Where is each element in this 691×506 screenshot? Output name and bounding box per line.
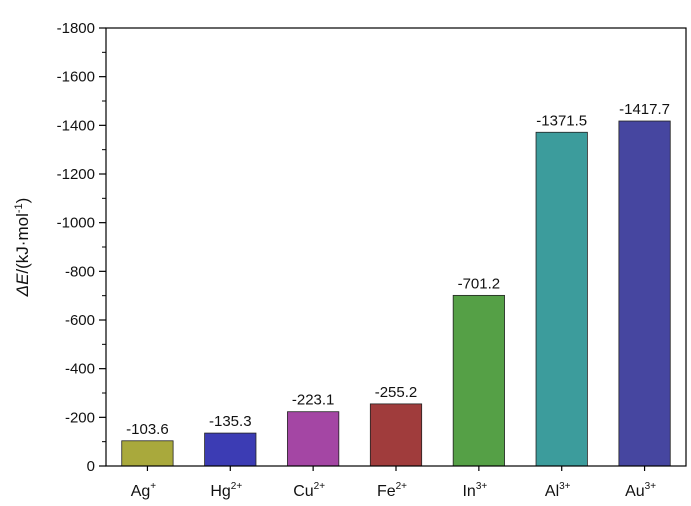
bar — [287, 411, 340, 467]
x-axis-category-labels: Ag+ Hg2+ Cu2+ Fe2+ In3+ Al3+ Au3+ — [131, 466, 656, 500]
x-category-label: Fe2+ — [377, 481, 407, 500]
bars — [121, 120, 671, 467]
y-tick-label: 0 — [87, 458, 95, 475]
y-tick-label: -600 — [65, 312, 95, 329]
bar-value-labels: -103.6 -135.3 -223.1 -255.2 -701.2 -1371.5 -14… — [126, 101, 670, 438]
bar — [452, 294, 505, 467]
bar-value-label: -1371.5 — [536, 112, 587, 129]
bar-value-label: -701.2 — [458, 275, 501, 292]
x-category-label: Au3+ — [625, 481, 656, 500]
bar — [121, 440, 174, 467]
plot-frame — [105, 27, 687, 467]
bar — [618, 120, 671, 467]
x-category-label: Al3+ — [545, 481, 571, 500]
y-tick-label: -800 — [65, 263, 95, 280]
bar-value-label: -255.2 — [375, 384, 418, 401]
x-category-label: Ag+ — [131, 481, 157, 500]
bar — [535, 131, 588, 467]
y-tick-label: -1000 — [57, 215, 95, 232]
x-category-label: Hg2+ — [210, 481, 242, 500]
y-tick-label: -400 — [65, 361, 95, 378]
y-tick-label: -200 — [65, 409, 95, 426]
y-tick-label: -1800 — [57, 20, 95, 37]
y-axis-title: ΔE/(kJ·mol-1) — [13, 198, 32, 298]
bar-value-label: -103.6 — [126, 421, 169, 438]
y-tick-label: -1200 — [57, 166, 95, 183]
bar-value-label: -135.3 — [209, 413, 252, 430]
x-category-label: Cu2+ — [293, 481, 325, 500]
y-axis-ticks: 0 -200 -400 -600 -800 -1000 -1200 -1400 -1600 -18… — [57, 20, 106, 475]
x-category-label: In3+ — [462, 481, 487, 500]
bar-value-label: -1417.7 — [619, 101, 670, 118]
bar-value-label: -223.1 — [292, 392, 335, 409]
y-tick-label: -1400 — [57, 117, 95, 134]
plot-border — [105, 27, 687, 467]
y-tick-label: -1600 — [57, 69, 95, 86]
bar — [369, 403, 423, 467]
bar — [204, 432, 257, 467]
